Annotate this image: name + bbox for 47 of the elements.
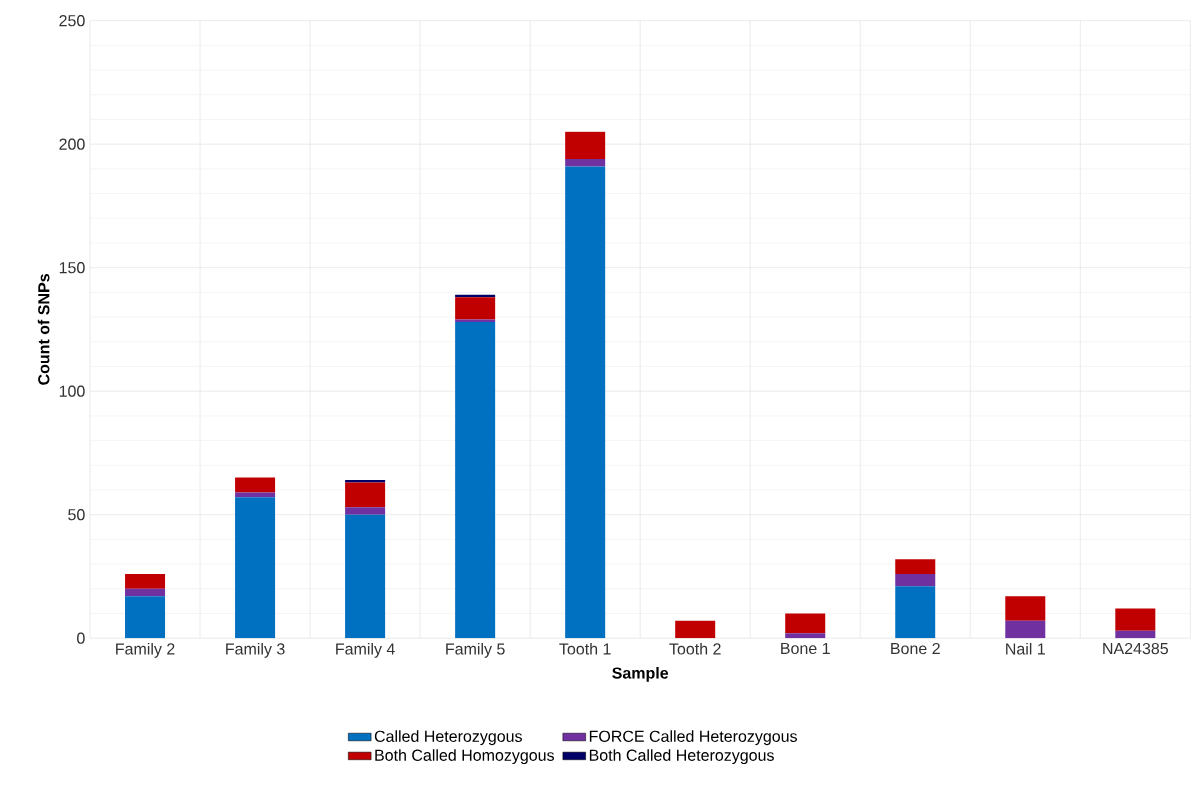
bar: [565, 131, 606, 159]
x-tick-label: Bone 1: [781, 642, 830, 654]
bar: [125, 588, 166, 597]
bar: [345, 507, 386, 515]
x-tick-label: Family 3: [226, 642, 285, 658]
bar: [345, 479, 386, 483]
bar: [565, 166, 606, 639]
legend-label: Called Heterozygous: [374, 730, 522, 746]
y-axis-title: Count of SNPs: [37, 273, 50, 385]
bar: [675, 620, 716, 639]
y-tick-label: 150: [59, 261, 85, 274]
bar: [1115, 608, 1156, 631]
legend-label: Both Called Heterozygous: [589, 749, 774, 764]
x-axis-title: Sample: [612, 666, 669, 682]
x-tick-label: Nail 1: [1006, 642, 1045, 655]
bar: [455, 297, 496, 320]
bar: [895, 573, 936, 587]
x-tick-label: Tooth 2: [669, 642, 721, 655]
bar: [1005, 620, 1046, 639]
bar: [125, 573, 166, 589]
x-tick-label: NA24385: [1103, 642, 1168, 655]
x-tick-label: Family 4: [336, 642, 395, 658]
legend-label: FORCE Called Heterozygous: [589, 730, 797, 746]
bar: [565, 158, 606, 167]
y-tick-label: 0: [77, 632, 85, 644]
y-tick-label: 100: [59, 385, 85, 397]
bar: [235, 492, 276, 498]
x-tick-label: Tooth 1: [559, 642, 611, 655]
x-tick-label: Family 2: [116, 642, 175, 658]
bar: [455, 321, 496, 639]
bar: [345, 482, 386, 508]
bar: [895, 559, 936, 574]
x-tick-label: Bone 2: [891, 642, 940, 655]
legend-label: Both Called Homozygous: [375, 749, 554, 764]
bar: [895, 586, 936, 639]
x-tick-label: Family 5: [446, 642, 505, 658]
bar: [785, 633, 826, 639]
bar: [1115, 630, 1156, 639]
y-tick-label: 50: [68, 508, 85, 521]
bar: [125, 596, 166, 639]
y-tick-label: 200: [59, 138, 85, 150]
bar: [1005, 596, 1046, 621]
bar: [785, 613, 826, 634]
bar: [235, 497, 276, 639]
y-tick-label: 250: [59, 14, 85, 27]
bar: [345, 514, 386, 639]
bar: [235, 477, 276, 493]
